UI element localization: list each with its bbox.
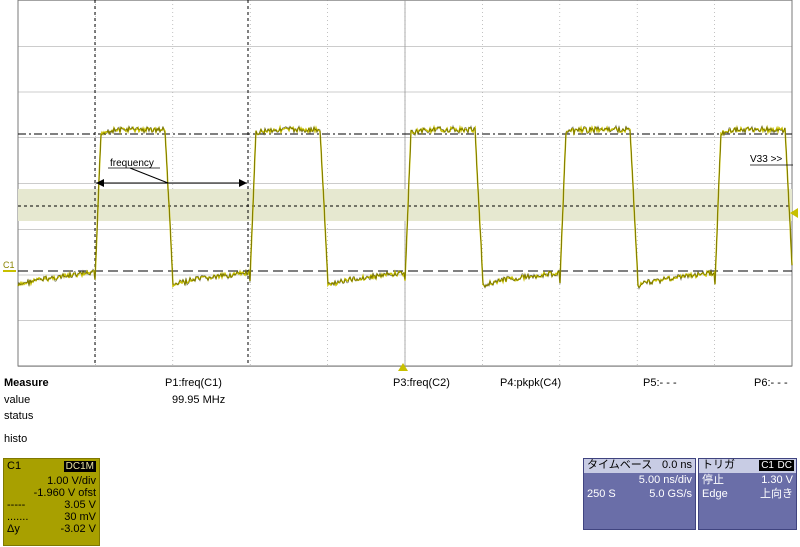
trigger-coupling-chip: DC xyxy=(775,460,794,471)
c1-coupling-badge: DC1M xyxy=(63,461,96,472)
trigger-position-marker[interactable] xyxy=(398,363,408,371)
cursor1-symbol: ----- xyxy=(7,499,26,511)
frequency-annotation: frequency xyxy=(96,158,247,187)
c1-channel-box[interactable]: C1 DC1M 1.00 V/div -1.960 V ofst ----- 3.… xyxy=(3,458,100,546)
c1-vdiv: 1.00 V/div xyxy=(47,475,96,487)
measure-row-value: value xyxy=(4,394,31,406)
p4-header[interactable]: P4:pkpk(C4) xyxy=(500,377,562,389)
trigger-level-marker[interactable] xyxy=(790,208,798,218)
cursor2-symbol: ....... xyxy=(7,511,29,523)
c1-trace-shadow xyxy=(17,124,793,291)
highlight-band xyxy=(18,189,792,221)
p5-header[interactable]: P5:- - - xyxy=(643,377,677,389)
p3-header[interactable]: P3:freq(C2) xyxy=(393,377,450,389)
delta-y-label: Δy xyxy=(7,523,20,535)
timebase-samples: 250 S xyxy=(587,488,616,500)
c1-offset: -1.960 V ofst xyxy=(33,487,96,499)
c1-marker[interactable]: C1 xyxy=(3,260,16,272)
timebase-title: タイムベース xyxy=(587,459,653,471)
measure-row-status: status xyxy=(4,410,34,422)
p1-header[interactable]: P1:freq(C1) xyxy=(165,377,222,389)
timebase-rate: 5.0 GS/s xyxy=(649,488,692,500)
delta-y-value: -3.02 V xyxy=(60,523,96,535)
measure-title: Measure xyxy=(4,377,49,389)
cursor1-value: 3.05 V xyxy=(64,499,96,511)
p1-value: 99.95 MHz xyxy=(172,394,226,406)
timebase-tdiv: 5.00 ns/div xyxy=(638,474,692,486)
cursor2-value: 30 mV xyxy=(64,511,96,523)
trigger-mode: 停止 xyxy=(702,474,724,486)
v33-label: V33 >> xyxy=(750,154,782,165)
trigger-type: Edge xyxy=(702,488,728,500)
trigger-title: トリガ xyxy=(702,459,735,471)
trigger-level: 1.30 V xyxy=(761,474,793,486)
measure-row-histo: histo xyxy=(4,433,28,445)
v33-annotation: V33 >> xyxy=(750,154,793,166)
timebase-delay: 0.0 ns xyxy=(662,459,692,471)
frequency-label: frequency xyxy=(110,158,154,169)
trigger-slope: 上向き xyxy=(760,488,793,500)
p6-header[interactable]: P6:- - - xyxy=(754,377,788,389)
trigger-panel[interactable]: トリガ C1 DC 停止 1.30 V Edge 上向き xyxy=(698,458,797,530)
trigger-channel-chip: C1 xyxy=(759,460,776,471)
waveform-display[interactable]: frequency V33 >> C1 xyxy=(0,0,800,372)
svg-text:C1: C1 xyxy=(3,260,15,270)
timebase-panel[interactable]: タイムベース 0.0 ns 5.00 ns/div 250 S 5.0 GS/s xyxy=(583,458,696,530)
c1-name: C1 xyxy=(7,460,22,472)
